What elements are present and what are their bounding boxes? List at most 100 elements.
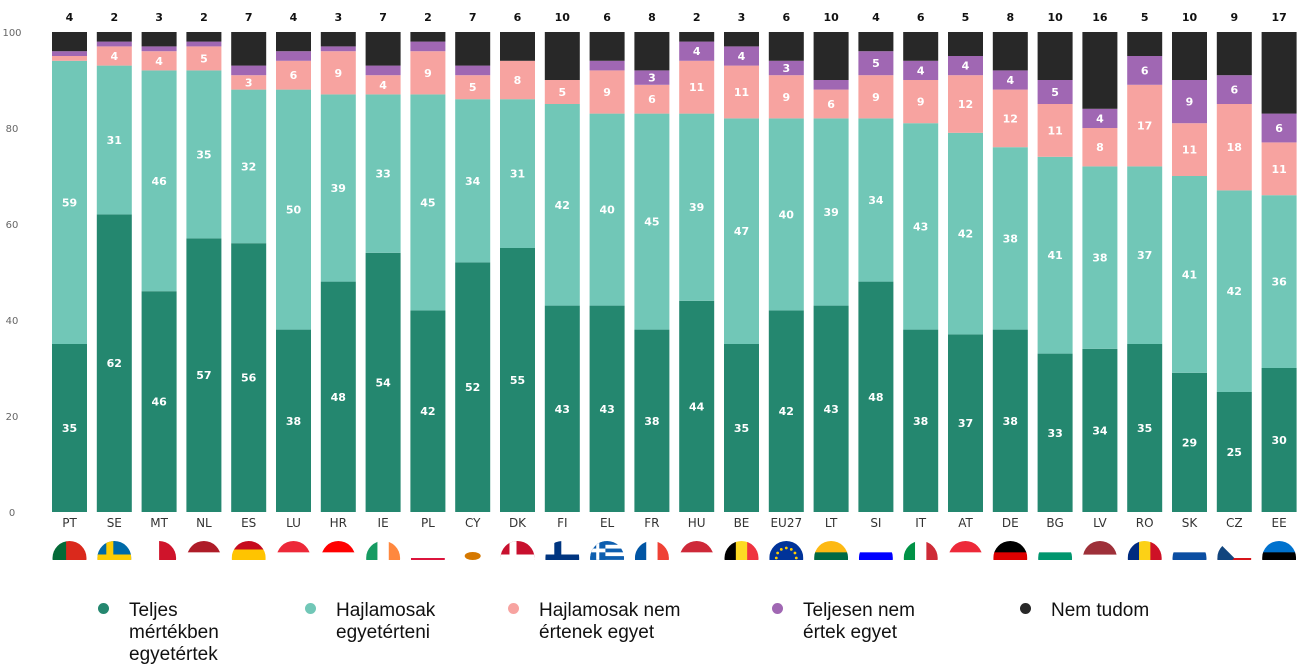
bar-segment — [231, 32, 267, 66]
bar-segment — [589, 113, 625, 306]
segment-value-label: 4 — [1006, 74, 1014, 87]
category-label: PT — [62, 516, 77, 530]
top-value-label: 8 — [1006, 11, 1014, 24]
category-label: SI — [870, 516, 881, 530]
segment-value-label: 8 — [1096, 141, 1104, 154]
bar-segment — [96, 32, 132, 42]
bar-segment — [1261, 142, 1297, 196]
top-value-label: 10 — [555, 11, 571, 24]
segment-value-label: 38 — [1092, 252, 1107, 265]
bar-segment — [1037, 156, 1073, 354]
top-value-label: 6 — [603, 11, 611, 24]
segment-value-label: 11 — [689, 81, 704, 94]
category-label: HU — [688, 516, 706, 530]
category-label: DK — [509, 516, 527, 530]
bar-segment — [813, 80, 849, 90]
segment-value-label: 6 — [1275, 122, 1283, 135]
bar-segment — [724, 46, 759, 66]
segment-value-label: 35 — [734, 422, 749, 435]
segment-value-label: 5 — [1051, 86, 1059, 99]
latvia-flag-icon — [1082, 541, 1117, 560]
netherlands-flag-icon — [186, 541, 221, 560]
legend-label-line: értenek egyet — [539, 622, 655, 643]
spain-flag-icon — [231, 541, 266, 560]
legend-label: Hajlamosak nem értenek egyet — [539, 600, 681, 644]
bar-segment — [1127, 56, 1163, 85]
segment-value-label: 48 — [331, 391, 346, 404]
slovenia-flag-icon — [858, 541, 893, 560]
segment-value-label: 32 — [241, 160, 256, 173]
segment-value-label: 39 — [689, 201, 704, 214]
segment-value-label: 37 — [1137, 249, 1152, 262]
bar-segment — [1037, 104, 1073, 157]
european-union-flag-icon — [769, 541, 804, 560]
top-value-label: 3 — [738, 11, 746, 24]
legend-label-line: értek egyet — [803, 622, 897, 643]
portugal-flag-icon — [52, 541, 87, 560]
bar-segment — [276, 89, 311, 330]
bar-segment — [1082, 166, 1118, 349]
bar-segment — [1082, 32, 1118, 109]
legend-label-line: Nem tudom — [1051, 600, 1150, 621]
bar-segment — [96, 214, 132, 512]
segment-value-label: 34 — [1092, 424, 1108, 437]
bar-segment — [320, 32, 356, 47]
bar-segment — [903, 32, 939, 61]
segment-value-label: 35 — [196, 148, 211, 161]
segment-value-label: 38 — [286, 415, 301, 428]
bar-segment — [1082, 128, 1118, 167]
segment-value-label: 43 — [555, 403, 570, 416]
segment-value-label: 45 — [420, 196, 435, 209]
segment-value-label: 38 — [1003, 232, 1018, 245]
legend-label-line: egyetértek — [129, 644, 218, 665]
bar-segment — [1216, 104, 1252, 191]
bar-segment — [679, 60, 715, 114]
segment-value-label: 39 — [331, 182, 346, 195]
cyprus-flag-icon — [455, 541, 490, 560]
category-label: SK — [1182, 516, 1199, 530]
bar-segment — [52, 32, 87, 52]
y-tick-label: 60 — [6, 220, 19, 231]
bar-segment — [724, 118, 759, 345]
bulgaria-flag-icon — [1038, 541, 1073, 560]
segment-value-label: 56 — [241, 372, 257, 385]
bar-segment — [186, 238, 222, 512]
top-value-label: 4 — [872, 11, 880, 24]
bar-segment — [858, 51, 894, 76]
segment-value-label: 4 — [110, 50, 118, 63]
bar-segment — [768, 310, 804, 512]
category-label: MT — [150, 516, 168, 530]
y-tick-label: 0 — [9, 508, 15, 519]
bar-segment — [724, 344, 759, 512]
bar-segment — [186, 41, 222, 47]
bar-segment — [1172, 176, 1207, 373]
legend-item: Hajlamosak nem értenek egyet — [508, 600, 681, 644]
segment-value-label: 5 — [872, 57, 880, 70]
bar-segment — [634, 32, 670, 71]
top-value-label: 5 — [1141, 11, 1149, 24]
segment-value-label: 11 — [1047, 124, 1062, 137]
bar-segment — [724, 32, 759, 47]
bar-segment — [948, 75, 983, 133]
segment-value-label: 40 — [779, 208, 795, 221]
bar-segment — [1082, 348, 1118, 512]
segment-value-label: 38 — [644, 415, 659, 428]
bar-segment — [1261, 113, 1297, 143]
segment-value-label: 42 — [420, 405, 435, 418]
bar-segment — [768, 60, 804, 76]
bar-segment — [679, 32, 715, 42]
segment-value-label: 46 — [151, 175, 167, 188]
segment-value-label: 9 — [334, 67, 342, 80]
segment-value-label: 43 — [913, 220, 928, 233]
segment-value-label: 45 — [644, 216, 659, 229]
bar-segment — [679, 41, 715, 61]
segment-value-label: 6 — [648, 93, 656, 106]
bar-segment — [1261, 32, 1297, 114]
category-label: CZ — [1226, 516, 1243, 530]
bar-segment — [276, 329, 311, 512]
bar-segment — [320, 94, 356, 282]
legend-label: Teljes mértékben egyetértek — [129, 600, 219, 666]
top-value-label: 2 — [110, 11, 118, 24]
sweden-flag-icon — [97, 541, 132, 560]
bar-segment — [858, 118, 894, 282]
